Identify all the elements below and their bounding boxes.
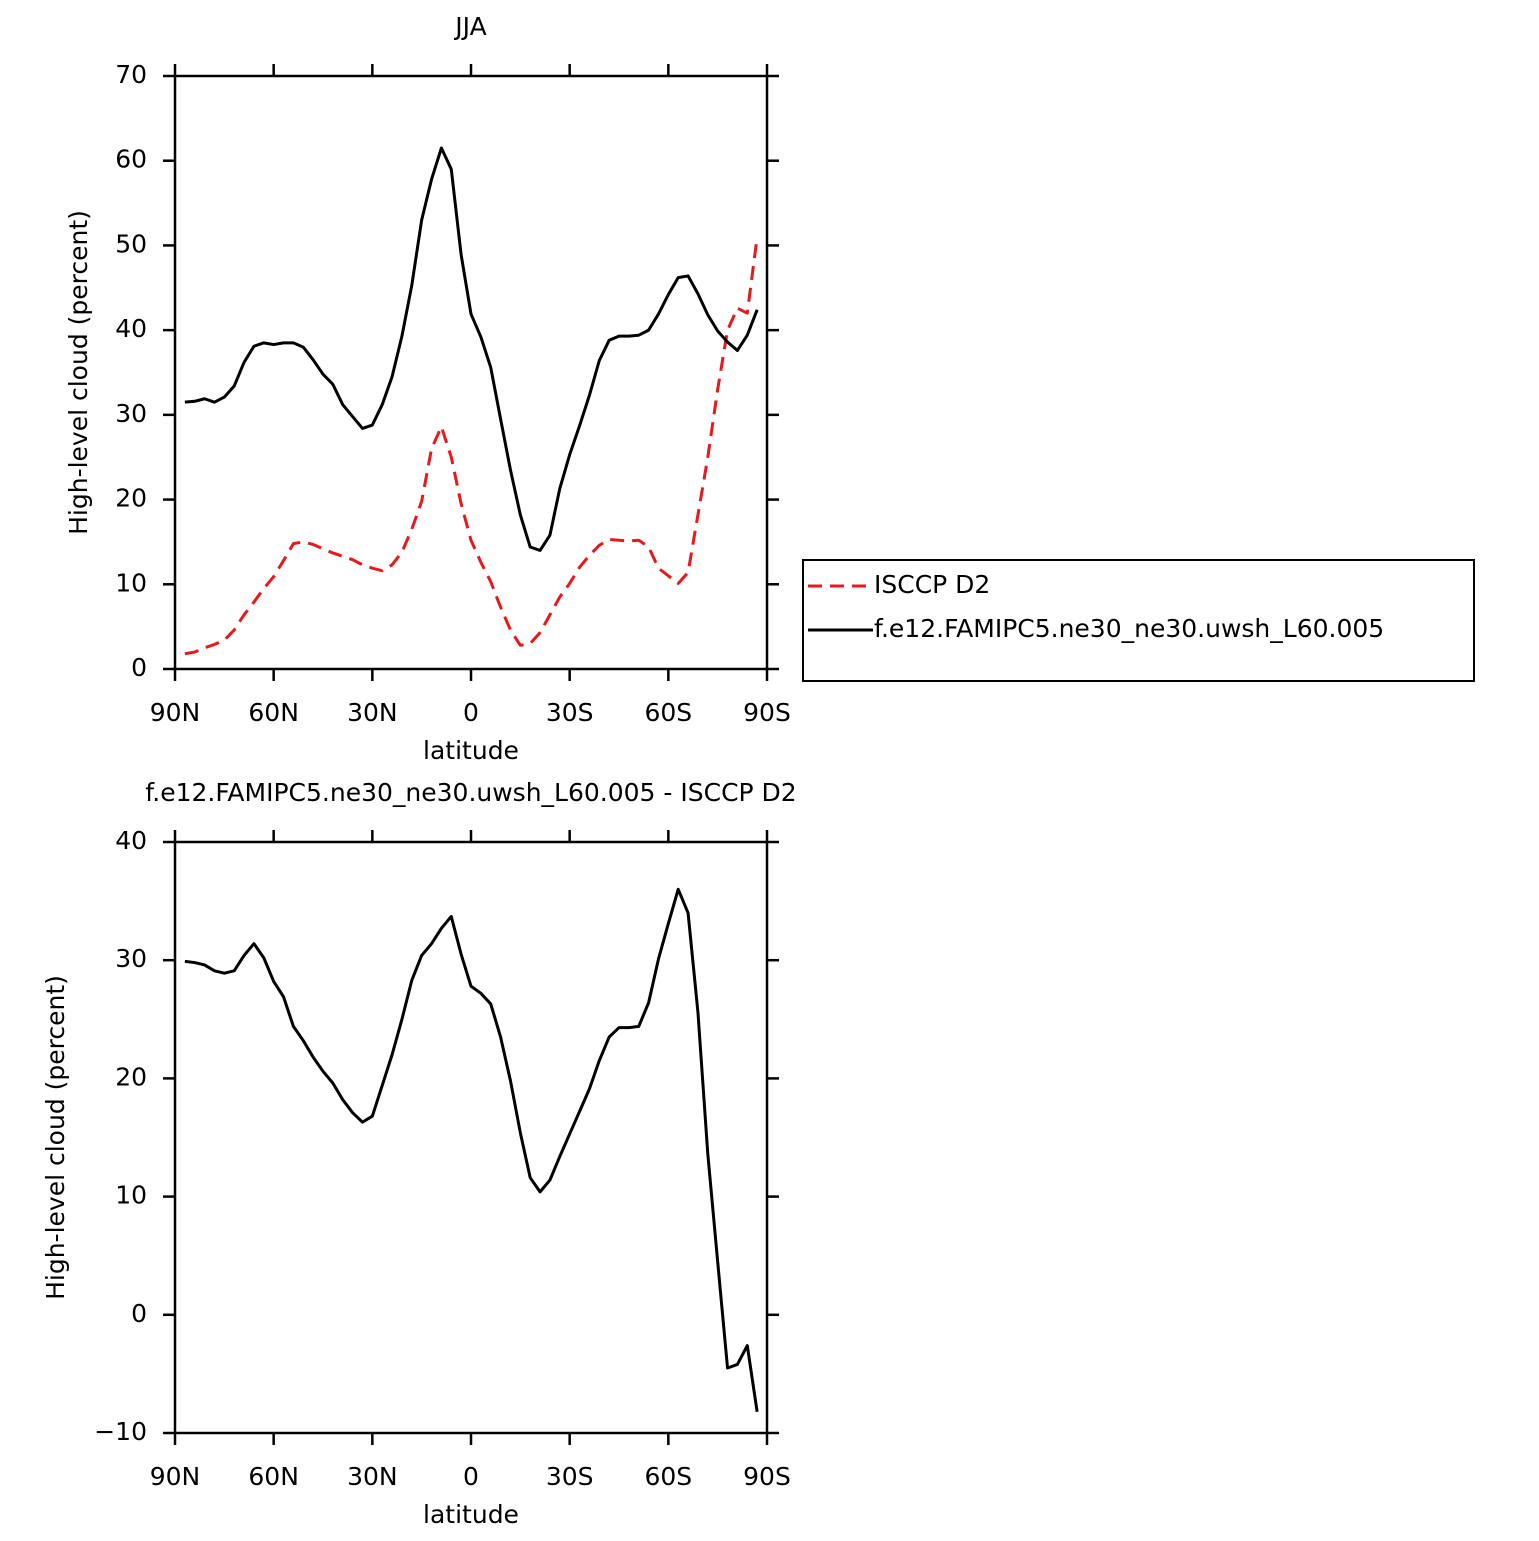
legend-box	[802, 559, 1475, 682]
x-tick-label: 0	[463, 698, 479, 727]
y-axis-label: High-level cloud (percent)	[64, 210, 93, 535]
y-tick-label: 20	[115, 1062, 147, 1091]
x-tick-label: 30N	[347, 1462, 398, 1491]
y-tick-label: −10	[94, 1417, 147, 1446]
x-tick-label: 60S	[644, 698, 692, 727]
y-axis-label: High-level cloud (percent)	[41, 975, 70, 1300]
x-tick-label: 60S	[644, 1462, 692, 1491]
y-tick-label: 50	[115, 229, 147, 258]
x-tick-label: 60N	[248, 1462, 299, 1491]
y-tick-label: 20	[115, 484, 147, 513]
y-tick-label: 60	[115, 145, 147, 174]
y-tick-label: 40	[115, 314, 147, 343]
data-line	[184, 146, 759, 552]
chart-title: f.e12.FAMIPC5.ne30_ne30.uwsh_L60.005 - I…	[145, 778, 796, 807]
y-tick-label: 0	[131, 1299, 147, 1328]
x-axis-label: latitude	[423, 1500, 519, 1529]
y-tick-label: 0	[131, 653, 147, 682]
legend-label: ISCCP D2	[874, 570, 990, 599]
x-tick-label: 30S	[546, 698, 594, 727]
chart-title: JJA	[453, 12, 486, 41]
x-tick-label: 90S	[743, 1462, 791, 1491]
x-tick-label: 60N	[248, 698, 299, 727]
y-tick-label: 70	[115, 60, 147, 89]
plot-frame	[173, 74, 769, 671]
data-line	[184, 887, 759, 1412]
plot-frame	[173, 840, 769, 1435]
x-axis-label: latitude	[423, 736, 519, 765]
y-tick-label: 30	[115, 944, 147, 973]
x-tick-label: 90N	[150, 1462, 201, 1491]
x-tick-label: 0	[463, 1462, 479, 1491]
data-line	[184, 236, 759, 656]
legend-label: f.e12.FAMIPC5.ne30_ne30.uwsh_L60.005	[874, 614, 1384, 643]
x-tick-label: 90S	[743, 698, 791, 727]
x-tick-label: 90N	[150, 698, 201, 727]
y-tick-label: 10	[115, 568, 147, 597]
y-tick-label: 40	[115, 826, 147, 855]
x-tick-label: 30N	[347, 698, 398, 727]
y-tick-label: 30	[115, 399, 147, 428]
y-tick-label: 10	[115, 1181, 147, 1210]
x-tick-label: 30S	[546, 1462, 594, 1491]
